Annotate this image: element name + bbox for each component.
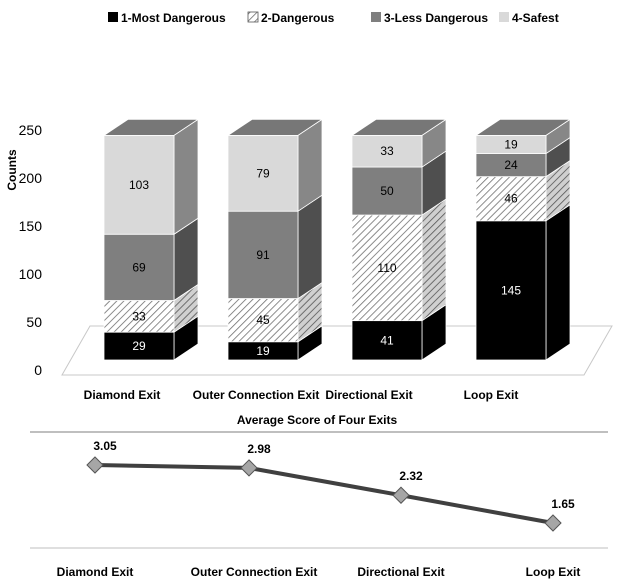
bar-segment <box>103 331 175 361</box>
x-category-label: Directional Exit <box>325 388 412 402</box>
bar-stack: 145 46 24 19 <box>474 118 572 361</box>
data-point-marker <box>544 514 562 532</box>
point-value-label: 1.65 <box>551 497 575 511</box>
bar-top-face <box>350 118 448 136</box>
y-tick-label: 0 <box>34 362 42 378</box>
line-x-category-label: Outer Connection Exit <box>191 565 318 579</box>
data-label: 110 <box>377 261 396 275</box>
y-axis-title: Counts <box>5 149 19 191</box>
legend-swatch <box>371 12 381 22</box>
bar-stack: 41 110 50 33 <box>350 118 448 361</box>
bar-segment-side <box>173 118 199 235</box>
y-tick-label: 50 <box>26 314 42 330</box>
bar-segment <box>227 210 299 299</box>
series-line <box>94 463 554 525</box>
data-label: 79 <box>256 166 270 180</box>
y-axis: 0 50 100 150 200 250 <box>19 122 43 378</box>
data-label: 19 <box>256 344 270 358</box>
y-tick-label: 100 <box>19 266 43 282</box>
bar-segment-side <box>297 194 323 300</box>
data-point-marker <box>240 459 258 477</box>
bar-segment <box>103 300 175 333</box>
stacked-bar-chart: 1-Most Dangerous 2-Dangerous 3-Less Danger… <box>5 11 613 402</box>
legend-label: 3-Less Dangerous <box>384 11 488 25</box>
bar-top-face <box>102 118 200 136</box>
data-label: 33 <box>132 309 146 323</box>
data-label: 41 <box>380 333 394 347</box>
data-label: 50 <box>380 184 394 198</box>
legend-swatch <box>108 12 118 22</box>
data-point-marker <box>86 456 104 474</box>
legend-swatch <box>247 11 259 23</box>
data-label: 91 <box>256 248 270 262</box>
line-x-category-label: Directional Exit <box>357 565 444 579</box>
x-category-label: Loop Exit <box>464 388 519 402</box>
bar-segment-side <box>421 198 447 322</box>
data-label: 45 <box>256 313 270 327</box>
point-value-label: 3.05 <box>93 439 117 453</box>
point-value-label: 2.32 <box>399 469 423 483</box>
bar-top-face <box>226 118 324 136</box>
chart-floor-plane <box>61 325 613 376</box>
data-label: 103 <box>129 178 149 192</box>
bar-segment <box>351 214 423 322</box>
x-category-label: Outer Connection Exit <box>193 388 320 402</box>
bar-segment <box>351 166 423 216</box>
bar-segment-side <box>545 204 571 361</box>
bar-segment <box>227 134 299 212</box>
legend-label: 2-Dangerous <box>261 11 335 25</box>
bar-stack: 19 45 91 79 <box>226 118 324 361</box>
bar-stack: 29 33 69 103 <box>102 118 200 361</box>
y-tick-label: 200 <box>19 170 43 186</box>
data-label: 33 <box>380 144 394 158</box>
legend-swatch <box>499 12 509 22</box>
legend: 1-Most Dangerous 2-Dangerous 3-Less Danger… <box>108 11 559 25</box>
line-x-categories: Diamond Exit Outer Connection Exit Directi… <box>57 565 581 579</box>
bars: 29 33 69 103 19 45 91 79 41 110 50 33 145 46 24 19 <box>102 118 572 361</box>
y-tick-label: 250 <box>19 122 43 138</box>
line-x-category-label: Loop Exit <box>526 565 581 579</box>
x-category-label: Diamond Exit <box>84 388 161 402</box>
chart-floor <box>61 325 613 376</box>
bar-segment <box>475 220 547 361</box>
line-chart-title: Average Score of Four Exits <box>237 413 398 427</box>
line-x-category-label: Diamond Exit <box>57 565 134 579</box>
bar-segment <box>351 134 423 168</box>
data-label: 145 <box>501 283 521 297</box>
y-tick-label: 150 <box>19 218 43 234</box>
legend-label: 1-Most Dangerous <box>121 11 226 25</box>
point-value-label: 2.98 <box>247 442 271 456</box>
legend-label: 4-Safest <box>512 11 559 25</box>
data-point-marker <box>392 486 410 504</box>
line-series: 3.05 2.98 2.32 1.65 <box>86 439 575 532</box>
bar-top-face <box>474 118 572 136</box>
data-label: 29 <box>132 339 146 353</box>
x-axis-categories: Diamond Exit Outer Connection Exit Directi… <box>84 388 519 402</box>
data-label: 24 <box>504 158 518 172</box>
bar-segment <box>351 320 423 361</box>
data-label: 46 <box>504 192 518 206</box>
line-chart: Average Score of Four Exits 3.05 2.98 2.32… <box>30 413 608 579</box>
data-label: 19 <box>504 137 518 151</box>
data-label: 69 <box>132 260 146 274</box>
